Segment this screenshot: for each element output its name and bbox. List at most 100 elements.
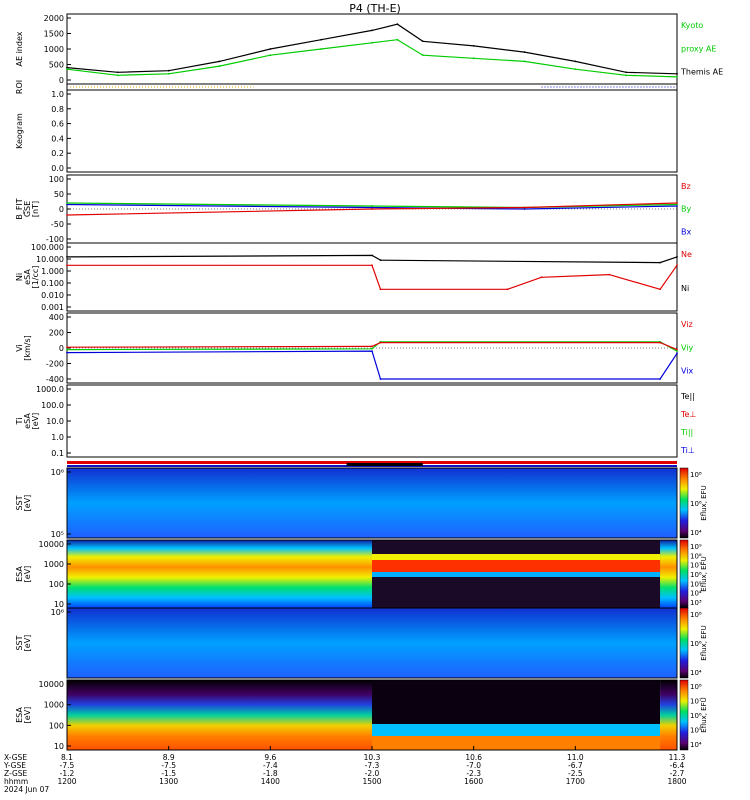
ytick-bfit: -50 bbox=[51, 220, 64, 229]
colorbar-tick-2-1: 10⁶ bbox=[690, 640, 702, 648]
point-8-1 bbox=[371, 205, 373, 207]
point-2-3 bbox=[506, 288, 509, 291]
xaxis-col-3-3: 1500 bbox=[362, 777, 381, 786]
xaxis-col-6-1: -6.4 bbox=[670, 761, 685, 770]
point-5-4 bbox=[676, 350, 678, 352]
point-1-7 bbox=[396, 38, 399, 41]
ytick-ni: 10.000 bbox=[36, 255, 64, 264]
point-0-1 bbox=[116, 71, 119, 74]
ytick-esa_i: 10 bbox=[54, 742, 64, 751]
legend-ae-2: Themis AE bbox=[680, 68, 723, 77]
colorbar-tick-1-3: 10⁶ bbox=[690, 571, 702, 579]
ylabel-bfit: [nT] bbox=[31, 201, 40, 217]
point-8-0 bbox=[66, 202, 68, 204]
point-1-13 bbox=[676, 76, 678, 78]
ylabel-bfit: GSE bbox=[23, 201, 32, 217]
point-7-1 bbox=[371, 206, 373, 209]
point-1-3 bbox=[218, 65, 221, 67]
legend-bfit-2: Bx bbox=[681, 227, 691, 236]
panel-frame-ae bbox=[66, 13, 678, 85]
point-0-12 bbox=[625, 71, 628, 74]
point-0-0 bbox=[66, 66, 68, 69]
ylabel-roi: ROI bbox=[15, 80, 24, 94]
ytick-ni: 0.001 bbox=[41, 303, 64, 312]
panel-frame-sst_e bbox=[66, 467, 678, 539]
xaxis-col-2-0: 9.6 bbox=[264, 753, 276, 762]
legend-ti-1: Te⊥ bbox=[680, 410, 696, 419]
plot-title: P4 (TH-E) bbox=[349, 2, 401, 15]
xaxis-col-1-2: -1.5 bbox=[161, 769, 176, 778]
ytick-esa_e: 100 bbox=[49, 580, 64, 589]
colorbar-tick-1-2: 10⁷ bbox=[690, 562, 702, 570]
ylabel-esa_e: [eV] bbox=[23, 566, 32, 583]
xaxis-col-6-2: -2.7 bbox=[670, 769, 685, 778]
series-by bbox=[66, 202, 678, 209]
esa-electron-band-red bbox=[372, 560, 661, 572]
ylabel-esa_i: [eV] bbox=[23, 707, 32, 724]
point-0-9 bbox=[472, 45, 475, 47]
point-1-4 bbox=[269, 54, 272, 57]
ytick-esa_e: 1000 bbox=[44, 560, 64, 569]
esa-electron-band-blue bbox=[372, 572, 661, 577]
point-0-3 bbox=[218, 60, 221, 63]
point-7-0 bbox=[66, 203, 68, 206]
series-ni bbox=[66, 254, 678, 264]
colorbar-0 bbox=[679, 467, 689, 539]
xaxis-col-2-1: -7.4 bbox=[263, 761, 278, 770]
ytick-esa_i: 100 bbox=[49, 721, 64, 730]
point-1-5 bbox=[320, 48, 323, 50]
ytick-ti: 10.0 bbox=[46, 417, 64, 426]
point-3-1 bbox=[371, 254, 373, 257]
point-4-0 bbox=[66, 351, 68, 354]
point-2-7 bbox=[676, 264, 678, 267]
xaxis-col-5-0: 11.0 bbox=[567, 753, 584, 762]
point-9-0 bbox=[66, 214, 68, 216]
xaxis-col-0-0: 8.1 bbox=[61, 753, 73, 762]
colorbar-2 bbox=[679, 607, 689, 679]
ylabel-keo: Keogram bbox=[15, 113, 24, 149]
series-ne bbox=[67, 264, 678, 290]
point-2-2 bbox=[379, 288, 382, 291]
xaxis-col-4-3: 1600 bbox=[464, 777, 483, 786]
ylabel-ni: Ni bbox=[15, 273, 24, 281]
point-1-8 bbox=[421, 54, 424, 57]
ytick-ti: 0.1 bbox=[51, 449, 64, 458]
ylabel-ti: [eV] bbox=[31, 413, 40, 430]
xaxis-col-5-1: -6.7 bbox=[568, 761, 583, 770]
point-2-5 bbox=[608, 273, 611, 276]
legend-ti-0: Te|| bbox=[680, 392, 695, 401]
point-6-4 bbox=[676, 348, 678, 351]
xaxis-col-1-1: -7.5 bbox=[161, 761, 176, 770]
point-9-2 bbox=[523, 206, 526, 209]
ylabel-sst_i: SST bbox=[15, 635, 24, 650]
xaxis-col-0-2: -1.2 bbox=[60, 769, 75, 778]
point-0-8 bbox=[421, 40, 424, 43]
xaxis-col-4-0: 10.6 bbox=[465, 753, 482, 762]
ytick-keo: 1.0 bbox=[51, 90, 64, 99]
colorbar-tick-0-1: 10⁶ bbox=[690, 500, 702, 508]
point-4-4 bbox=[676, 352, 678, 355]
colorbar-tick-3-0: 10⁸ bbox=[690, 683, 702, 691]
ylabel-sst_i: [eV] bbox=[23, 635, 32, 652]
legend-vi-0: Viz bbox=[681, 320, 693, 329]
point-0-5 bbox=[320, 38, 323, 41]
ytick-keo: 0.4 bbox=[51, 134, 64, 143]
colorbar-tick-3-2: 10⁶ bbox=[690, 712, 702, 720]
xaxis-col-6-3: 1800 bbox=[667, 777, 686, 786]
ylabel-ni: [1/cc] bbox=[31, 266, 40, 289]
colorbar-tick-1-6: 10³ bbox=[690, 599, 702, 607]
point-6-2 bbox=[379, 341, 382, 344]
point-0-7 bbox=[396, 23, 399, 26]
point-0-11 bbox=[574, 60, 577, 63]
ytick-bfit: 0 bbox=[59, 205, 64, 214]
ylabel-ti: eSA bbox=[23, 413, 32, 429]
mode-bar-black bbox=[346, 463, 423, 466]
legend-ti-3: Ti⊥ bbox=[680, 446, 695, 455]
point-0-2 bbox=[167, 69, 170, 72]
ytick-keo: 0.8 bbox=[51, 105, 64, 114]
ytick-esa_i: 10000 bbox=[39, 680, 64, 689]
ytick-sst_i: 10⁶ bbox=[51, 608, 64, 617]
point-5-0 bbox=[66, 348, 68, 351]
xaxis-col-2-3: 1400 bbox=[261, 777, 280, 786]
legend-ti-2: Ti|| bbox=[680, 428, 693, 437]
